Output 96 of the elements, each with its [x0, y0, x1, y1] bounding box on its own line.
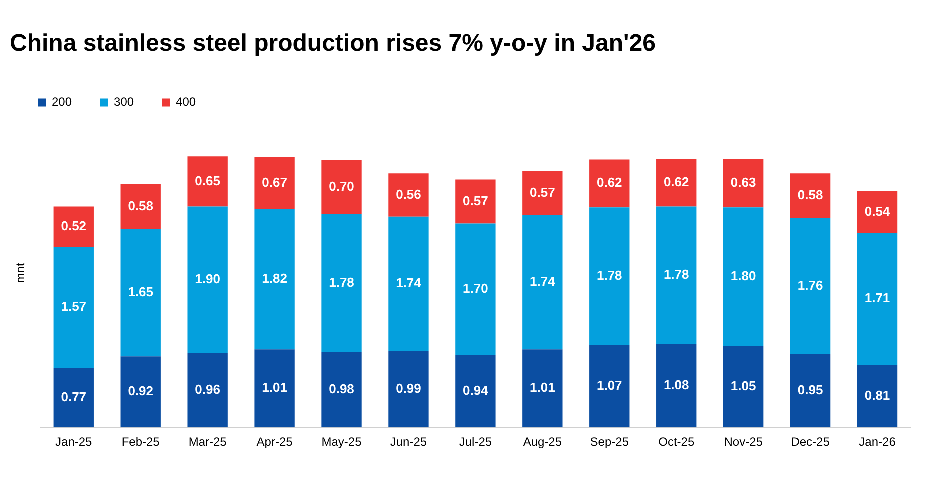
data-label: 1.78	[664, 267, 690, 282]
bar	[656, 206, 697, 344]
bar	[522, 350, 563, 428]
data-label: 1.78	[596, 268, 622, 283]
bar	[188, 206, 228, 354]
data-label: 0.57	[530, 184, 556, 200]
bar	[322, 352, 362, 428]
data-label: 0.65	[195, 173, 220, 188]
bar	[456, 180, 496, 224]
bar	[120, 184, 161, 230]
data-label: 0.62	[664, 174, 690, 190]
data-label: 1.71	[864, 290, 890, 306]
bar	[322, 214, 362, 352]
bar	[54, 246, 94, 368]
data-label: 1.78	[329, 274, 354, 290]
data-label: 0.52	[61, 218, 87, 234]
bar	[522, 215, 563, 350]
bar	[590, 344, 630, 428]
x-tick-label: Apr-25	[256, 435, 294, 450]
bar	[656, 158, 697, 207]
x-tick-label: Oct-25	[658, 435, 695, 450]
data-label: 1.65	[128, 284, 154, 300]
bar	[254, 209, 295, 350]
data-label: 1.76	[798, 278, 824, 293]
data-label: 0.63	[730, 174, 756, 190]
bar	[54, 206, 94, 247]
data-label: 1.74	[530, 274, 556, 290]
data-label: 0.98	[329, 381, 354, 396]
bar	[120, 356, 161, 428]
data-label: 1.08	[664, 377, 690, 392]
x-tick-label: Feb-25	[122, 435, 160, 450]
bar	[790, 354, 831, 428]
data-label: 0.67	[262, 174, 288, 190]
y-axis-title: mnt	[14, 262, 28, 284]
legend-label: 300	[114, 95, 134, 110]
data-label: 0.70	[329, 179, 354, 194]
legend-label: 400	[176, 95, 196, 110]
bar	[723, 158, 764, 208]
data-label: 0.62	[596, 175, 622, 190]
data-label: 0.58	[128, 198, 154, 214]
data-label: 0.94	[463, 382, 490, 398]
bar	[522, 171, 563, 216]
bar	[790, 174, 831, 218]
data-label: 1.07	[596, 378, 622, 393]
data-label: 1.05	[730, 378, 756, 394]
x-tick-label: Dec-25	[791, 435, 830, 450]
data-label: 1.74	[396, 276, 422, 291]
x-tick-label: May-25	[322, 435, 362, 450]
x-tick-label: Mar-25	[188, 435, 228, 450]
data-label: 0.58	[798, 188, 824, 203]
data-label: 0.56	[396, 186, 422, 202]
bar	[188, 353, 228, 428]
bar	[54, 368, 94, 428]
data-label: 1.01	[530, 380, 556, 396]
bar	[388, 216, 429, 352]
bar	[120, 229, 161, 357]
bar	[388, 351, 429, 428]
bar	[723, 208, 764, 347]
bar	[857, 365, 898, 428]
data-label: 0.95	[798, 382, 824, 398]
data-label: 0.99	[396, 380, 422, 396]
bar	[656, 344, 697, 428]
data-label: 0.54	[864, 204, 891, 219]
x-tick-label: Jan-25	[56, 435, 93, 450]
bar	[322, 160, 362, 215]
data-label: 1.82	[262, 270, 288, 286]
x-tick-label: Aug-25	[523, 435, 562, 450]
bar	[590, 208, 630, 345]
bar	[857, 191, 898, 234]
bar	[188, 156, 228, 207]
x-tick-label: Jan-26	[859, 435, 896, 450]
data-label: 1.57	[61, 299, 87, 314]
bar	[456, 224, 496, 356]
x-tick-label: Sep-25	[590, 435, 630, 450]
data-label: 0.77	[61, 389, 87, 404]
chart-title: China stainless steel production rises 7% y-o-y in Jan'26	[10, 30, 656, 58]
data-label: 1.90	[195, 272, 220, 287]
bar	[723, 346, 764, 428]
x-tick-label: Jul-25	[459, 435, 492, 450]
data-label: 0.92	[128, 384, 154, 399]
legend-label: 200	[52, 95, 72, 110]
bar	[254, 350, 295, 428]
bar	[456, 355, 496, 428]
data-label: 0.96	[195, 382, 220, 398]
data-label: 0.57	[463, 193, 488, 208]
data-label: 0.81	[864, 388, 890, 403]
bar	[254, 157, 295, 210]
data-label: 1.01	[262, 380, 288, 396]
x-tick-label: Nov-25	[724, 435, 764, 450]
bar	[790, 218, 831, 354]
bar	[388, 174, 429, 217]
data-label: 1.70	[463, 280, 488, 296]
x-tick-label: Jun-25	[390, 435, 428, 450]
bar	[857, 233, 898, 366]
data-label: 1.80	[730, 268, 756, 284]
bar	[590, 160, 630, 208]
